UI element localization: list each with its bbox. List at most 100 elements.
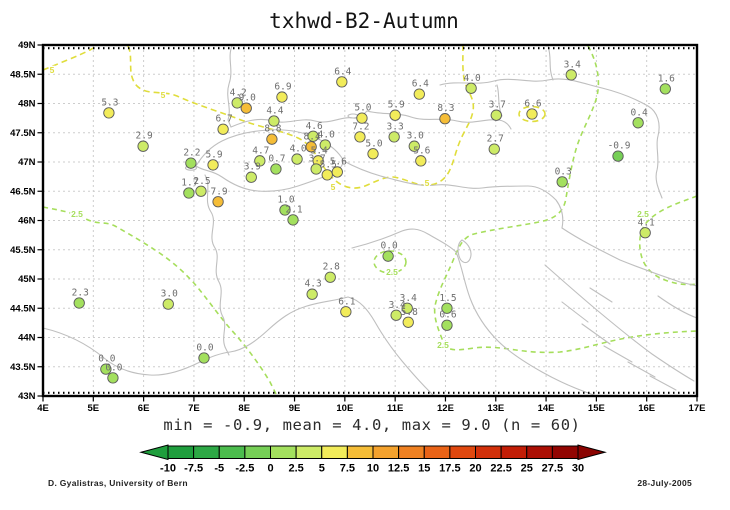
colorbar-tick-label: 25 — [521, 463, 533, 475]
station-point: 0.3 — [555, 166, 572, 188]
station-point: 2.1 — [285, 204, 303, 226]
station-marker — [441, 302, 453, 314]
station-value-label: 3.4 — [564, 59, 581, 70]
border-po-valley — [351, 228, 457, 253]
station-value-label: 3.7 — [489, 100, 506, 111]
colorbar-segment — [193, 445, 220, 459]
colorbar-segment — [321, 445, 348, 459]
station-marker — [287, 214, 299, 226]
colorbar-tick-label: 2.5 — [288, 463, 303, 475]
lon-tick-label: 11E — [387, 403, 403, 414]
station-value-label: -0.9 — [608, 141, 631, 152]
station-point: 7.9 — [210, 186, 228, 208]
lon-tick-label: 17E — [689, 403, 706, 414]
colorbar-segment — [244, 445, 271, 459]
station-value-label: 6.1 — [338, 296, 355, 307]
station-value-label: 0.6 — [439, 310, 456, 321]
station-value-label: 2.2 — [183, 148, 200, 159]
station-value-label: 2.9 — [136, 131, 153, 142]
station-marker — [408, 140, 420, 152]
lon-tick-label: 16E — [638, 403, 655, 414]
border-france-italy — [204, 174, 230, 356]
contour-2-5-segment — [42, 206, 278, 397]
station-marker — [270, 163, 282, 175]
station-value-label: 4.7 — [252, 145, 269, 156]
station-marker — [103, 107, 115, 119]
station-value-label: 1.6 — [658, 73, 675, 84]
station-marker — [336, 76, 348, 88]
lat-tick-label: 47N — [18, 157, 36, 168]
station-point: 5.0 — [354, 103, 372, 124]
station-point: 6.4 — [412, 79, 429, 100]
colorbar-tick-label: -5 — [214, 463, 224, 475]
border-bosnia — [657, 295, 698, 319]
station-value-label: 5.6 — [330, 156, 347, 167]
station-marker — [331, 166, 343, 178]
colorbar-tick-label: -2.5 — [235, 463, 254, 475]
colorbar-segment — [398, 445, 425, 459]
station-point: 4.2 — [230, 87, 247, 109]
colorbar-segment — [270, 445, 297, 459]
station-marker — [73, 297, 85, 309]
station-value-label: 6.4 — [334, 66, 351, 77]
station-point: 5.9 — [205, 149, 223, 171]
station-marker — [526, 108, 538, 120]
station-marker — [254, 155, 266, 167]
colorbar-tick-label: 15 — [418, 463, 430, 475]
station-marker — [207, 159, 219, 171]
station-point: 3.0 — [161, 289, 178, 310]
station-point: 3.4 — [400, 293, 417, 314]
colorbar-tick-label: 17.5 — [439, 463, 460, 475]
lat-tick-label: 45.5N — [10, 245, 35, 256]
station-marker — [390, 309, 402, 321]
station-value-label: 5.3 — [101, 97, 118, 108]
station-point: 0.0 — [196, 342, 214, 364]
station-value-label: 5.5 — [320, 159, 337, 170]
station-point: 0.0 — [105, 362, 123, 384]
station-value-label: 4.0 — [289, 144, 306, 155]
station-value-label: 6.6 — [524, 99, 541, 110]
station-marker — [612, 150, 624, 162]
station-point: 2.9 — [136, 131, 153, 152]
station-marker — [319, 139, 331, 151]
station-value-label: 4.0 — [318, 130, 335, 141]
coast-mediterranean — [42, 296, 349, 376]
colorbar-tick-label: 30 — [572, 463, 584, 475]
contour-2-5-segment — [433, 45, 698, 354]
station-marker — [321, 169, 333, 181]
station-value-label: 4.0 — [464, 73, 481, 84]
station-marker — [401, 302, 413, 314]
plot-title: txhwd-B2-Autumn — [269, 9, 459, 33]
colorbar-right-arrow — [577, 444, 607, 461]
border-swiss-north — [230, 110, 368, 128]
border-czech — [547, 45, 554, 81]
station-value-label: 3.0 — [161, 289, 178, 300]
lon-tick-label: 15E — [588, 403, 605, 414]
colorbar-segment — [372, 445, 400, 459]
station-marker — [415, 155, 427, 167]
station-marker — [268, 115, 280, 127]
station-point: 1.0 — [277, 194, 295, 216]
station-marker — [245, 171, 257, 183]
contour-labels: 5 5 5 5 2.5 2.5 2.5 2.5 — [48, 64, 650, 352]
colorbar-tick-label: 0 — [267, 463, 273, 475]
station-value-label: 4.1 — [638, 217, 655, 228]
station-point: 0.0 — [381, 241, 398, 262]
station-point: 4.0 — [318, 130, 335, 151]
colorbar-segment — [475, 445, 502, 459]
lat-tick-label: 49N — [18, 40, 36, 51]
station-value-label: 7.9 — [210, 186, 227, 197]
station-value-label: 0.0 — [196, 342, 213, 353]
colorbar-segment — [346, 445, 374, 459]
station-point: 5.6 — [413, 145, 431, 167]
border-austria-italy — [341, 159, 564, 229]
colorbar-left-arrow — [139, 444, 169, 461]
lon-tick-label: 8E — [238, 403, 250, 414]
colorbar-segment — [526, 445, 553, 459]
station-marker — [402, 316, 414, 328]
lat-tick-label: 43.5N — [10, 362, 35, 373]
station-marker — [340, 306, 352, 318]
station-point: 7.2 — [352, 121, 370, 143]
station-value-label: 2.1 — [285, 204, 302, 215]
station-value-label: 0.0 — [105, 362, 122, 373]
